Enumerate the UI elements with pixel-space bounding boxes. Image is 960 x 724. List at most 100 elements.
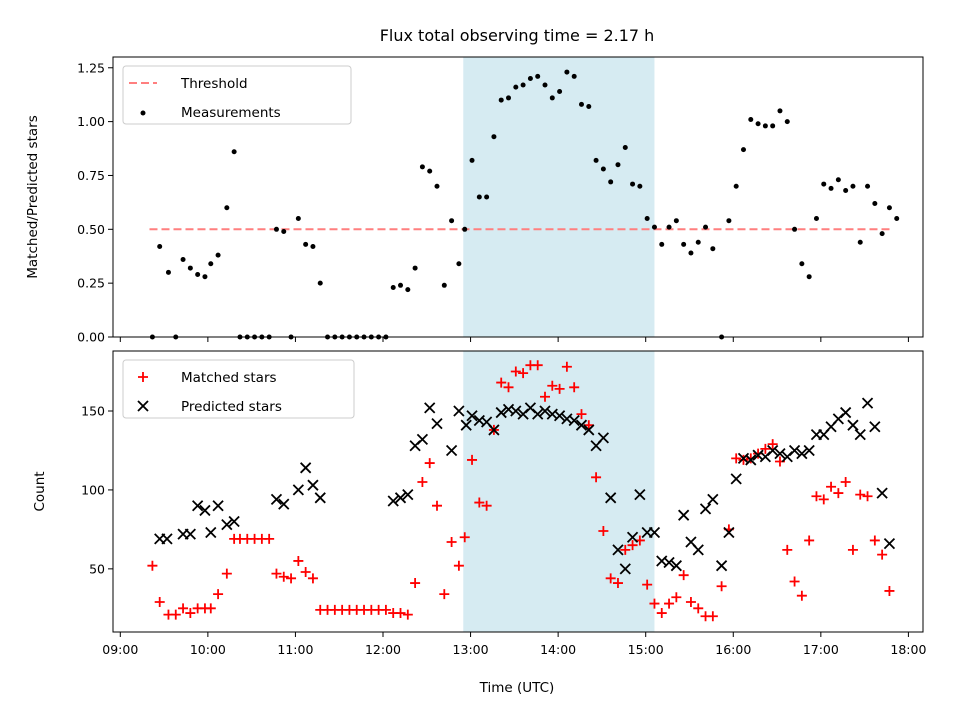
matched-point [481,500,492,511]
measurement-point [202,274,208,280]
matched-point [796,590,807,601]
measurement-point [748,116,754,122]
count-panel: 50 100 150 09:00 10:00 11:00 12:00 13:00 14:00 15… [32,350,926,657]
matched-point [583,420,594,431]
measurement-point [456,261,462,267]
legend-measurement-swatch [140,110,146,116]
x-tick-label: 10:00 [190,642,226,657]
matched-point [474,497,485,508]
predicted-point [663,556,675,569]
measurement-point [224,205,230,211]
matched-point [278,571,289,582]
predicted-point [307,479,319,491]
plot-frame [112,350,924,633]
matched-point [716,581,727,592]
measurement-point [215,252,221,258]
predicted-point [648,526,661,539]
matched-point [738,454,749,465]
matched-point [561,361,572,372]
measurement-point [762,123,768,129]
x-tick-label: 12:00 [365,642,401,657]
predicted-point [774,447,786,460]
predicted-point [228,515,240,528]
measurement-point [622,144,628,150]
series-matched-stars [147,360,895,622]
measurement-point [586,104,592,110]
matched-point [185,608,196,619]
x-tick-label: 14:00 [540,642,576,657]
y-tick-label: 1.25 [77,60,105,75]
measurement-point [740,147,746,153]
matched-point [840,477,851,488]
measurement-point [469,157,475,163]
predicted-point [840,406,852,419]
predicted-point [796,447,808,460]
matched-point [286,573,297,584]
matched-point [627,540,638,551]
x-tick-label: 16:00 [715,642,751,657]
measurement-point [549,95,555,101]
predicted-point [314,492,326,504]
matched-point [446,537,457,548]
legend-matched-swatch [138,372,148,382]
measurement-point [449,218,455,224]
measurement-point [857,239,863,245]
measurement-point [799,261,805,267]
measurement-point [659,241,665,247]
measurement-point [733,183,739,189]
x-tick-label: 15:00 [628,642,664,657]
predicted-point [488,424,500,436]
measurement-point [195,272,201,278]
measurement-point [310,244,316,250]
predicted-point [619,563,631,575]
measurement-point [427,168,433,174]
measurement-point [398,282,404,288]
plot-frame [112,56,924,338]
matched-point [664,598,675,609]
measurement-point [608,179,614,185]
matched-point [293,555,304,566]
predicted-point [788,444,801,457]
measurement-point [412,265,418,271]
matched-point [811,491,822,502]
matched-point [453,560,464,571]
measurement-point [600,166,606,172]
matched-point [782,544,793,555]
measurement-point [593,157,599,163]
matched-point [760,443,771,454]
measurement-point [491,134,497,140]
measurement-point [710,246,716,252]
x-tick-label: 09:00 [102,642,138,657]
legend-label: Matched stars [181,370,277,386]
matched-point [221,568,232,579]
chart-title: Flux total observing time = 2.17 h [380,26,655,45]
predicted-point [394,492,407,504]
predicted-point [292,484,304,496]
legend: Threshold Measurements [122,65,352,125]
measurement-point [872,200,878,206]
matched-point [685,597,696,608]
measurement-point [571,73,577,79]
measurement-point [208,261,214,267]
measurement-point [828,185,834,191]
predicted-point [626,531,639,543]
matched-point [569,382,580,393]
x-tick-label: 13:00 [453,642,489,657]
measurement-point [273,226,279,232]
matched-point [649,598,660,609]
measurement-point [303,241,309,247]
matched-point [510,366,521,377]
matched-point [884,585,895,596]
matched-point [707,611,718,622]
measurement-point [434,183,440,189]
predicted-point [539,405,551,417]
highlight-span [463,57,655,337]
matched-point [439,589,450,600]
matched-point [731,453,742,464]
measurement-point [681,241,687,247]
matched-point [395,608,406,619]
measurement-point [165,269,171,275]
measurement-point [557,88,563,94]
legend-label: Threshold [180,76,248,92]
